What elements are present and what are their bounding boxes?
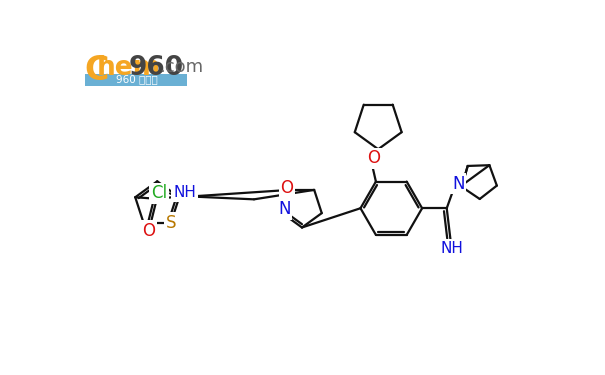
Text: hem: hem: [97, 55, 162, 81]
FancyBboxPatch shape: [85, 74, 188, 86]
Text: 960: 960: [129, 55, 184, 81]
Text: S: S: [166, 214, 176, 232]
Text: O: O: [280, 179, 293, 197]
Text: NH: NH: [440, 241, 463, 256]
Text: N: N: [278, 200, 291, 218]
Text: 960 化工网: 960 化工网: [116, 75, 157, 85]
Text: O: O: [143, 222, 155, 240]
Text: NH: NH: [173, 185, 196, 200]
Text: O: O: [367, 150, 380, 168]
Text: C: C: [85, 54, 110, 87]
Text: N: N: [452, 175, 465, 193]
Text: .com: .com: [160, 58, 204, 76]
Text: Cl: Cl: [151, 184, 167, 202]
